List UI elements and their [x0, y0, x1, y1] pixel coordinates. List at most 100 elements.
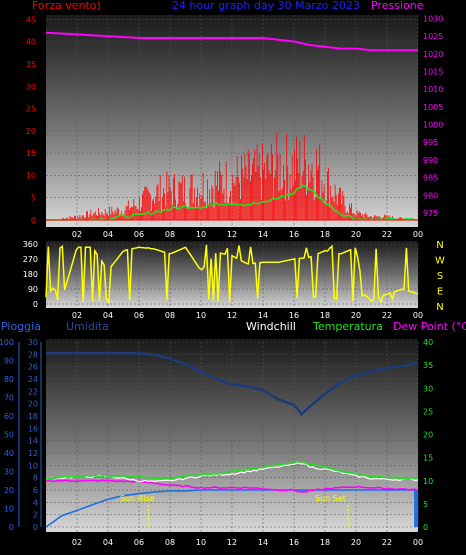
temperature-y-tick-label: 30: [423, 384, 433, 393]
compass-label: N: [436, 302, 443, 313]
panel3-x-tick-label: 12: [227, 538, 237, 547]
rain-y-tick-label: 50: [4, 431, 14, 440]
panel3-x-tick-label: 16: [289, 538, 299, 547]
dewpoint-label: Dew Point (°C): [393, 320, 466, 333]
direction-y-tick-label: 180: [23, 270, 38, 279]
direction-y-tick-label: 0: [33, 300, 38, 309]
temperature-y-tick-label: 40: [423, 338, 433, 347]
pressure-y-tick-label: 1030: [423, 15, 443, 24]
humidity-y-tick-label: 4: [33, 498, 38, 507]
pressure-y-tick-label: 980: [423, 191, 438, 200]
pressure-line: [45, 31, 418, 52]
rain-y-tick-label: 70: [4, 394, 14, 403]
humidity-y-tick-label: 6: [33, 486, 38, 495]
rain-label: Pioggia: [1, 320, 41, 333]
panel1-x-tick-label: 06: [134, 230, 144, 239]
panel3-x-tick-label: 22: [382, 538, 392, 547]
temperature-y-tick-label: 5: [423, 500, 428, 509]
panel3-x-tick-label: 06: [134, 538, 144, 547]
panel3-x-tick-label: 00: [413, 538, 423, 547]
pressure-y-tick-label: 1025: [423, 32, 443, 41]
direction-y-tick-label: 270: [23, 255, 38, 264]
panel2-x-tick-label: 14: [258, 311, 268, 320]
rain-y-tick-label: 90: [4, 357, 14, 366]
humidity-y-tick-label: 20: [28, 400, 38, 409]
humidity-y-tick-label: 14: [28, 437, 38, 446]
pressure-y-tick-label: 1010: [423, 85, 443, 94]
temperature-y-tick-label: 0: [423, 523, 428, 532]
rain-y-tick-label: 30: [4, 468, 14, 477]
temperature-y-tick-label: 10: [423, 477, 433, 486]
pressure-y-tick-label: 985: [423, 174, 438, 183]
wind-direction-line: [45, 244, 419, 305]
humidity-y-tick-label: 30: [28, 338, 38, 347]
panel1-x-tick-label: 14: [258, 230, 268, 239]
temperature-y-tick-label: 20: [423, 431, 433, 440]
panel3-x-tick-label: 02: [72, 538, 82, 547]
panel3-x-tick-label: 14: [258, 538, 268, 547]
compass-label: E: [437, 287, 443, 298]
rain-y-tick-label: 0: [9, 523, 14, 532]
rain-y-tick-label: 40: [4, 449, 14, 458]
rain-y-tick-label: 80: [4, 375, 14, 384]
panel1-x-tick-label: 16: [289, 230, 299, 239]
wind-y-tick-label: 10: [26, 171, 36, 180]
wind-y-tick-label: 25: [26, 105, 36, 114]
temperature-y-tick-label: 25: [423, 407, 433, 416]
panel1-x-tick-label: 00: [413, 230, 423, 239]
panel1-x-tick-label: 20: [351, 230, 361, 239]
panel2-x-tick-label: 04: [103, 311, 113, 320]
humidity-y-tick-label: 16: [28, 424, 38, 433]
humidity-y-tick-label: 8: [33, 474, 38, 483]
pressure-axis-title: Pressione: [371, 0, 424, 12]
compass-label: N: [436, 240, 443, 251]
humidity-y-tick-label: 12: [28, 449, 38, 458]
panel3-x-tick-label: 18: [320, 538, 330, 547]
rain-line: [45, 489, 415, 528]
panel2-x-tick-label: 12: [227, 311, 237, 320]
panel3-x-tick-label: 20: [351, 538, 361, 547]
panel3-x-tick-label: 08: [165, 538, 175, 547]
panel3-x-tick-label: 10: [196, 538, 206, 547]
pressure-y-tick-label: 1020: [423, 50, 443, 59]
panel1-x-tick-label: 02: [72, 230, 82, 239]
direction-y-tick-label: 360: [23, 240, 38, 249]
humidity-y-tick-label: 10: [28, 461, 38, 470]
rain-y-tick-label: 20: [4, 486, 14, 495]
windchill-label: Windchill: [246, 320, 296, 333]
panel1-x-tick-label: 22: [382, 230, 392, 239]
panel2-x-tick-label: 00: [413, 311, 423, 320]
direction-y-tick-label: 90: [28, 285, 38, 294]
chart-date-title: 24 hour graph day 30 Marzo 2023: [172, 0, 360, 12]
wind-y-tick-label: 0: [31, 216, 36, 225]
panel1-x-tick-label: 04: [103, 230, 113, 239]
humidity-y-tick-label: 18: [28, 412, 38, 421]
wind-y-tick-label: 15: [26, 149, 36, 158]
panel3-x-tick-label: 04: [103, 538, 113, 547]
sun-rise-label: Sun Rise: [120, 494, 155, 503]
humidity-y-tick-label: 24: [28, 375, 38, 384]
wind-y-tick-label: 40: [26, 38, 36, 47]
panel1-x-tick-label: 18: [320, 230, 330, 239]
panel2-x-tick-label: 16: [289, 311, 299, 320]
panel2-x-tick-label: 10: [196, 311, 206, 320]
humidity-y-tick-label: 26: [28, 363, 38, 372]
panel1-x-tick-label: 12: [227, 230, 237, 239]
panel2-x-tick-label: 20: [351, 311, 361, 320]
pressure-y-tick-label: 1005: [423, 103, 443, 112]
wind-y-tick-label: 35: [26, 60, 36, 69]
panel2-x-tick-label: 22: [382, 311, 392, 320]
humidity-line: [46, 351, 419, 416]
pressure-y-tick-label: 990: [423, 156, 438, 165]
wind-axis-title: Forza vento): [32, 0, 101, 12]
temperature-y-tick-label: 35: [423, 361, 433, 370]
rain-y-tick-label: 100: [0, 338, 14, 347]
temperature-label: Temperatura: [312, 320, 383, 333]
sun-set-label: Sun Set: [315, 494, 346, 503]
humidity-label: Umidita: [66, 320, 109, 333]
panel2-x-tick-label: 06: [134, 311, 144, 320]
humidity-y-tick-label: 22: [28, 387, 38, 396]
pressure-y-tick-label: 1000: [423, 121, 443, 130]
temperature-y-tick-label: 15: [423, 454, 433, 463]
